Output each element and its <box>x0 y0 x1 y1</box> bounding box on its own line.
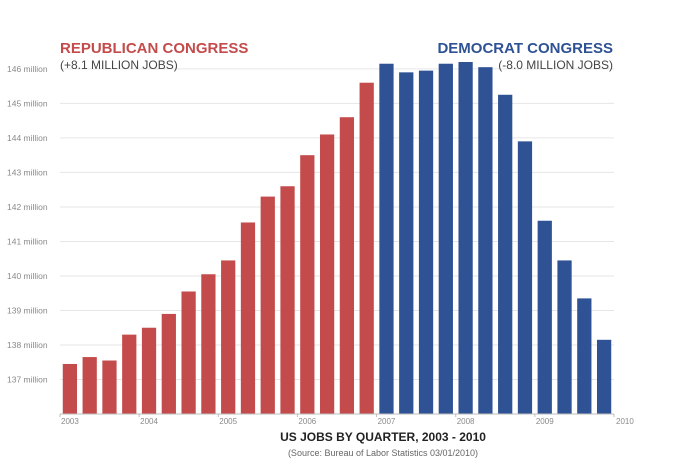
x-tick-label: 2009 <box>536 417 554 426</box>
bar <box>458 62 473 414</box>
bar <box>577 298 592 414</box>
x-tick-label: 2008 <box>457 417 475 426</box>
bar <box>319 134 335 414</box>
x-axis-ticks: 2003 2004 2005 2006 2007 2008 2009 2010 <box>59 414 634 426</box>
x-tick-label: 2004 <box>140 417 158 426</box>
bar <box>300 155 315 414</box>
bar <box>240 222 256 414</box>
bar <box>517 141 533 414</box>
y-tick-label: 137 million <box>7 374 48 384</box>
y-tick-label: 141 million <box>7 236 48 246</box>
y-tick-label: 145 million <box>7 98 48 108</box>
bar <box>339 117 355 414</box>
x-tick-label: 2007 <box>378 417 396 426</box>
y-tick-label: 138 million <box>7 340 48 350</box>
bar <box>478 67 493 415</box>
y-axis-ticks: 137 million 138 million 139 million 140 mil… <box>7 64 48 385</box>
bar <box>498 94 513 414</box>
democrat-series-subtitle: (-8.0 MILLION JOBS) <box>498 58 613 72</box>
republican-series-title: REPUBLICAN CONGRESS <box>60 40 248 57</box>
bar <box>221 260 236 414</box>
bar <box>280 186 295 414</box>
bar <box>102 360 117 414</box>
bar <box>181 291 196 414</box>
x-tick-label: 2006 <box>298 417 316 426</box>
bar <box>418 70 434 414</box>
bar <box>557 260 572 414</box>
democrat-series-title: DEMOCRAT CONGRESS <box>437 40 613 57</box>
bars <box>62 62 612 415</box>
bar <box>82 357 97 414</box>
bar <box>201 274 216 414</box>
y-tick-label: 140 million <box>7 271 48 281</box>
y-tick-label: 143 million <box>7 167 48 177</box>
bar <box>260 196 275 414</box>
bar <box>122 334 137 414</box>
republican-series-subtitle: (+8.1 MILLION JOBS) <box>60 58 178 72</box>
y-tick-label: 142 million <box>7 202 48 212</box>
bar <box>359 82 374 415</box>
y-tick-label: 146 million <box>7 64 48 74</box>
bar <box>399 72 414 414</box>
bar <box>379 63 394 414</box>
chart-title: US JOBS BY QUARTER, 2003 - 2010 <box>280 430 486 444</box>
bar <box>141 327 157 414</box>
bar <box>596 339 612 414</box>
x-tick-label: 2005 <box>219 417 237 426</box>
bar <box>438 63 453 414</box>
x-tick-label: 2003 <box>61 417 79 426</box>
bar <box>62 363 78 414</box>
chart-source: (Source: Bureau of Labor Statistics 03/0… <box>288 448 478 458</box>
y-tick-label: 144 million <box>7 133 48 143</box>
y-tick-label: 139 million <box>7 305 48 315</box>
bar <box>537 220 552 414</box>
bar <box>161 313 176 414</box>
x-tick-label: 2010 <box>616 417 634 426</box>
